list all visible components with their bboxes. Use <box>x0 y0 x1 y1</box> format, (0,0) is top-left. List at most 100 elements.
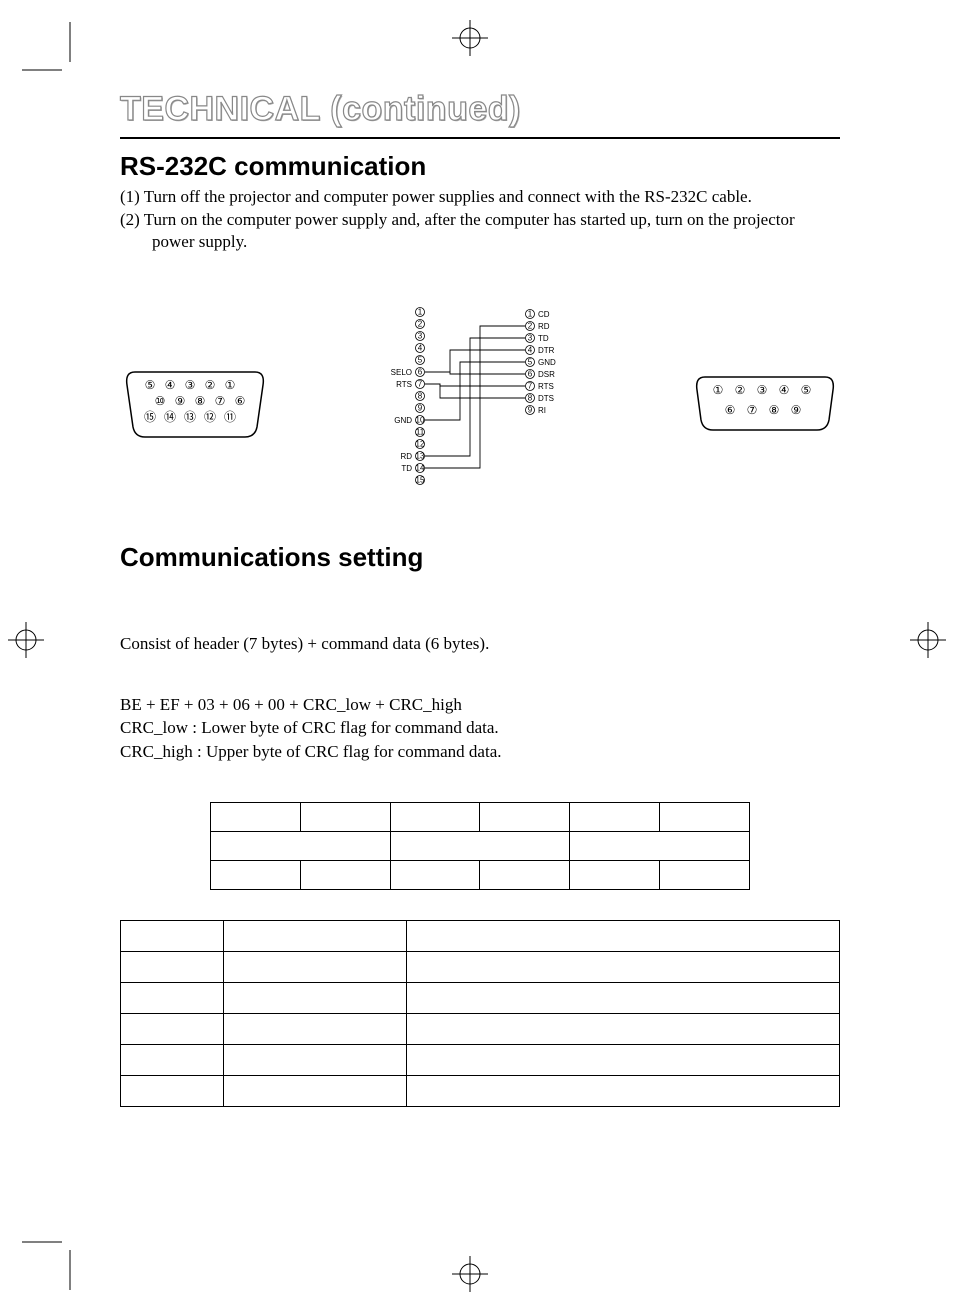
pin-label: ⑩ <box>155 394 166 408</box>
pin-label: ⑭ <box>164 410 176 424</box>
pin-label: ⑨ <box>175 394 186 408</box>
step-2: (2) Turn on the computer power supply an… <box>120 209 840 252</box>
table-cell <box>121 1044 224 1075</box>
svg-text:9: 9 <box>528 405 533 414</box>
table-cell <box>407 982 840 1013</box>
wiring-pin-label: TD <box>401 464 412 473</box>
pin-label: ④ <box>165 378 176 392</box>
table-cell <box>211 860 301 889</box>
table-cell <box>660 860 750 889</box>
pin-label: ⑦ <box>215 394 226 408</box>
wiring-pin-label: DTR <box>538 346 555 355</box>
body-4: CRC_high : Upper byte of CRC flag for co… <box>120 741 840 762</box>
svg-text:2: 2 <box>528 321 533 330</box>
reg-mark-right <box>908 620 948 660</box>
svg-text:10: 10 <box>416 415 425 424</box>
pin-label: ⑦ <box>747 403 758 417</box>
svg-text:5: 5 <box>418 355 423 364</box>
pin-label: ② <box>735 383 746 397</box>
svg-text:3: 3 <box>418 331 423 340</box>
table-cell <box>570 802 660 831</box>
table-cell <box>570 860 660 889</box>
body-3: CRC_low : Lower byte of CRC flag for com… <box>120 717 840 738</box>
table-cell <box>211 831 391 860</box>
svg-text:9: 9 <box>418 403 423 412</box>
crop-mark-bl <box>22 1240 72 1290</box>
table-cell <box>121 1075 224 1106</box>
pin-label: ③ <box>757 383 768 397</box>
pin-label: ④ <box>779 383 790 397</box>
pin-label: ⑮ <box>144 410 156 424</box>
svg-text:2: 2 <box>418 319 423 328</box>
pin-label: ① <box>713 383 724 397</box>
table-cell <box>407 920 840 951</box>
svg-text:6: 6 <box>528 369 533 378</box>
wiring-pin-label: TD <box>538 334 549 343</box>
svg-text:7: 7 <box>528 381 533 390</box>
table-cell <box>121 951 224 982</box>
pin-label: ① <box>225 378 236 392</box>
pin-label: ② <box>205 378 216 392</box>
body-2: BE + EF + 03 + 06 + 00 + CRC_low + CRC_h… <box>120 694 840 715</box>
wiring-pin-label: GND <box>538 358 556 367</box>
pin-label: ⑤ <box>145 378 156 392</box>
svg-text:8: 8 <box>528 393 533 402</box>
table-cell <box>480 802 570 831</box>
table-cell <box>390 860 480 889</box>
connector-9pin: ①②③④⑤⑥⑦⑧⑨ <box>690 362 840 442</box>
svg-text:8: 8 <box>418 391 423 400</box>
wiring-pin-label: GND <box>394 416 412 425</box>
title-rule <box>120 137 840 139</box>
table-cell <box>407 1075 840 1106</box>
table-cell <box>407 951 840 982</box>
svg-text:4: 4 <box>418 343 423 352</box>
table-cell <box>300 860 390 889</box>
command-byte-table <box>210 802 750 890</box>
svg-text:5: 5 <box>528 357 533 366</box>
wiring-pin-label: RTS <box>538 382 554 391</box>
svg-text:15: 15 <box>416 475 425 484</box>
pin-label: ⑧ <box>195 394 206 408</box>
crop-mark-tl <box>22 22 72 72</box>
connector-15pin: ⑤④③②①⑩⑨⑧⑦⑥⑮⑭⑬⑫⑪ <box>120 357 270 447</box>
reg-mark-bottom <box>450 1254 490 1294</box>
section2-title: Communications setting <box>120 542 840 573</box>
wiring-diagram: 123456789101112131415SELORTSGNDRDTD1CD2R… <box>365 302 595 502</box>
table-cell <box>224 1044 407 1075</box>
step-1: (1) Turn off the projector and computer … <box>120 186 840 207</box>
table-cell <box>121 982 224 1013</box>
reg-mark-left <box>6 620 46 660</box>
table-cell <box>224 1075 407 1106</box>
table-cell <box>570 831 750 860</box>
wiring-pin-label: RD <box>538 322 550 331</box>
page: TECHNICAL (continued) RS-232C communicat… <box>0 0 954 1312</box>
table-cell <box>121 1013 224 1044</box>
table-cell <box>211 802 301 831</box>
table-cell <box>407 1013 840 1044</box>
wiring-pin-label: RD <box>400 452 412 461</box>
table-cell <box>121 920 224 951</box>
diagram-row: ⑤④③②①⑩⑨⑧⑦⑥⑮⑭⑬⑫⑪ 123456789101112131415SEL… <box>120 302 840 502</box>
wiring-pin-label: CD <box>538 310 550 319</box>
table-cell <box>224 951 407 982</box>
svg-text:3: 3 <box>528 333 533 342</box>
command-desc-table <box>120 920 840 1107</box>
pin-label: ⑥ <box>235 394 246 408</box>
table-cell <box>224 1013 407 1044</box>
svg-text:13: 13 <box>416 451 425 460</box>
table-cell <box>660 802 750 831</box>
wiring-pin-label: DSR <box>538 370 555 379</box>
svg-text:1: 1 <box>528 309 533 318</box>
svg-text:11: 11 <box>416 427 425 436</box>
table-cell <box>224 920 407 951</box>
pin-label: ⑧ <box>769 403 780 417</box>
wiring-pin-label: SELO <box>391 368 412 377</box>
table-cell <box>480 860 570 889</box>
reg-mark-top <box>450 18 490 58</box>
pin-label: ⑤ <box>801 383 812 397</box>
table-cell <box>300 802 390 831</box>
table-cell <box>224 982 407 1013</box>
pin-label: ⑨ <box>791 403 802 417</box>
pin-label: ⑬ <box>184 410 196 424</box>
table-cell <box>390 831 570 860</box>
